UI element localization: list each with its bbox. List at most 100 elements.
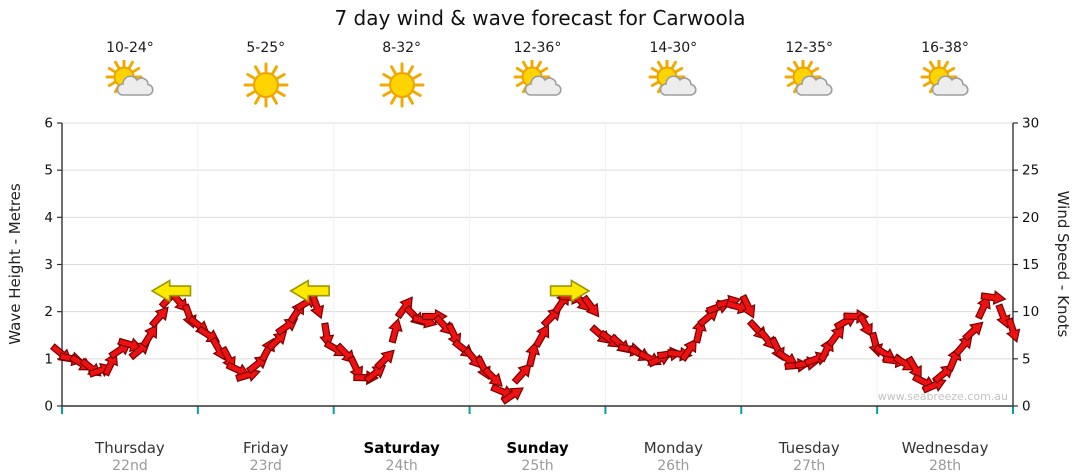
day-date: 24th — [385, 458, 418, 474]
wind-arrow — [309, 293, 325, 320]
day-name: Tuesday — [778, 439, 840, 457]
right-axis-tick-label: 20 — [1022, 210, 1039, 226]
day-header: 5-25° — [201, 40, 331, 114]
day-temp-range: 12-36° — [513, 40, 562, 56]
day-date: 25th — [521, 458, 554, 474]
day-name: Friday — [243, 439, 289, 457]
sun-ray — [811, 67, 820, 73]
day-date: 23rd — [249, 458, 282, 474]
wind-arrow — [525, 341, 541, 368]
sun-ray — [271, 65, 278, 75]
yellow-wind-arrow — [289, 279, 330, 303]
chart-title: 7 day wind & wave forecast for Carwoola — [334, 6, 746, 30]
wind-arrow — [739, 293, 756, 319]
day-name: Monday — [643, 439, 703, 457]
sun-disc — [388, 72, 415, 98]
wind-arrow — [102, 351, 118, 377]
partly-cloudy-icon — [648, 58, 697, 96]
sun-ray — [657, 60, 664, 69]
wind-arrow — [500, 387, 524, 405]
left-axis-tick-label: 6 — [44, 116, 53, 132]
day-date: 22nd — [112, 458, 148, 474]
wind-arrows — [50, 287, 1021, 405]
sun-ray — [787, 67, 796, 73]
sun-ray — [671, 60, 678, 69]
wind-arrow — [363, 364, 387, 384]
day-temp-range: 5-25° — [246, 40, 286, 56]
sun-ray — [253, 95, 261, 105]
left-axis-tick-label: 1 — [44, 351, 53, 367]
sunny-icon — [243, 62, 289, 108]
sun-ray — [787, 81, 796, 87]
day-name: Thursday — [95, 439, 165, 457]
sun-ray — [947, 67, 956, 73]
right-axis-tick-label: 10 — [1022, 304, 1039, 320]
sun-ray — [515, 81, 524, 87]
day-temp-range: 10-24° — [106, 40, 154, 56]
right-axis-tick-label: 30 — [1022, 116, 1039, 132]
wind-arrow — [511, 363, 532, 385]
sun-ray — [412, 73, 422, 80]
sun-ray — [407, 65, 414, 75]
sun-ray — [381, 90, 392, 97]
right-axis-tick-label: 5 — [1022, 351, 1031, 367]
sun-ray — [807, 60, 814, 69]
day-header: 12-35° — [744, 40, 874, 114]
day-header: 12-36° — [473, 40, 603, 114]
day-temp-range: 14-30° — [649, 40, 698, 56]
yellow-wind-arrow — [150, 279, 192, 303]
cloud-shape — [931, 75, 969, 96]
sun-ray — [943, 60, 950, 69]
day-header: 16-38° — [880, 40, 1010, 114]
day-temp-range: 16-38° — [921, 40, 969, 56]
wind-arrow — [980, 290, 1007, 306]
left-axis-tick-label: 3 — [44, 257, 53, 273]
sun-ray — [276, 90, 286, 97]
wind-arrow — [697, 307, 720, 328]
cloud-shape — [524, 75, 562, 96]
day-name: Saturday — [363, 439, 440, 457]
partly-cloudy-icon — [784, 58, 833, 96]
wind-arrow — [679, 338, 697, 362]
yellow-wind-arrow — [549, 279, 591, 303]
watermark: www.seabreeze.com.au — [877, 390, 1008, 403]
wind-arrow — [388, 317, 403, 344]
wind-arrow — [1005, 317, 1021, 343]
day-temp-range: 8-32° — [382, 40, 422, 56]
day-header: 8-32° — [337, 40, 467, 114]
right-axis-tick-label: 15 — [1022, 257, 1039, 273]
left-axis-tick-label: 0 — [44, 399, 53, 415]
wind-arrow — [975, 294, 991, 320]
sun-ray — [922, 81, 932, 87]
cloud-shape — [116, 75, 154, 96]
sun-ray — [246, 90, 256, 97]
left-axis-tick-label: 4 — [44, 210, 53, 226]
partly-cloudy-icon — [513, 58, 562, 96]
sun-ray — [793, 60, 800, 69]
day-temp-range: 12-35° — [785, 40, 834, 56]
sunny-icon — [379, 62, 425, 108]
sun-ray — [412, 90, 422, 97]
sun-ray — [922, 67, 932, 73]
wind-arrow — [148, 306, 169, 329]
sun-ray — [389, 95, 397, 105]
sun-ray — [253, 65, 261, 75]
sun-ray — [407, 95, 414, 105]
sun-ray — [107, 67, 116, 73]
sun-ray — [389, 65, 397, 75]
sun-ray — [539, 67, 548, 73]
sun-ray — [651, 67, 660, 73]
sun-ray — [131, 67, 141, 73]
sun-ray — [381, 73, 392, 80]
wind-arrow — [533, 323, 550, 349]
wind-arrow — [921, 378, 947, 394]
wind-arrow — [481, 366, 503, 387]
sun-ray — [521, 60, 528, 69]
right-axis-tick-label: 0 — [1022, 399, 1031, 415]
day-date: 27th — [793, 458, 826, 474]
cloud-shape — [795, 75, 833, 96]
partly-cloudy-icon — [920, 58, 969, 96]
wind-arrow — [856, 313, 873, 338]
wind-arrow — [962, 321, 984, 342]
